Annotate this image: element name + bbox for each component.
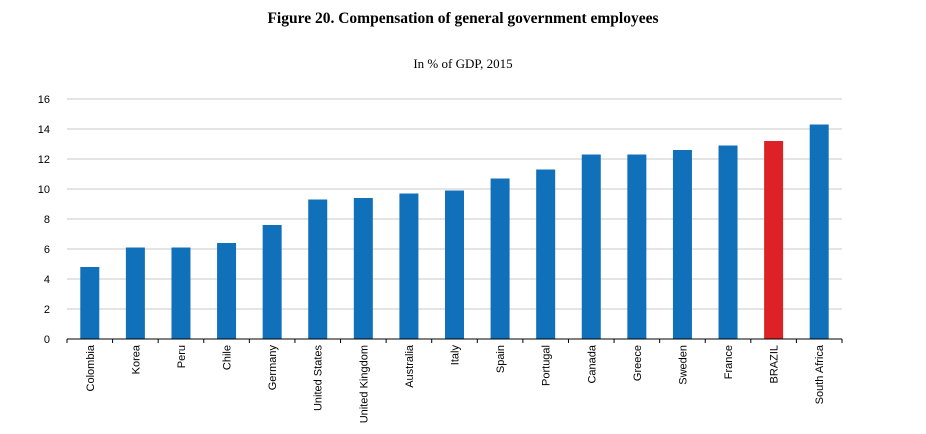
- x-category-label: Canada: [586, 344, 598, 383]
- y-tick-label: 8: [44, 214, 50, 226]
- x-category-label: Korea: [130, 344, 142, 374]
- y-tick-label: 14: [38, 124, 50, 136]
- y-tick-label: 0: [44, 334, 50, 346]
- x-category-label: Spain: [495, 345, 507, 373]
- y-tick-label: 10: [38, 184, 50, 196]
- bar-portugal: [536, 169, 556, 339]
- bar-germany: [262, 225, 282, 339]
- x-category-label: United Kingdom: [358, 345, 370, 423]
- chart-title: Figure 20. Compensation of general gover…: [267, 10, 659, 27]
- x-category-label: Sweden: [677, 345, 689, 385]
- y-tick-label: 6: [44, 244, 50, 256]
- bar-united-states: [308, 199, 328, 339]
- bar-brazil: [764, 141, 784, 339]
- x-category-label: United States: [313, 345, 325, 412]
- x-axis: [66, 338, 843, 343]
- bars: [80, 124, 829, 339]
- x-category-label: Australia: [404, 344, 416, 388]
- x-category-label: Greece: [632, 345, 644, 381]
- x-axis-labels: Colombia Korea Peru Chile Germany United Stat…: [85, 344, 826, 423]
- y-axis-ticks: 0 2 4 6 8 10 12 14 16: [38, 94, 50, 346]
- bar-canada: [581, 154, 601, 339]
- x-category-label: Italy: [450, 345, 462, 366]
- x-category-label: Chile: [222, 345, 234, 370]
- bar-united-kingdom: [353, 198, 373, 339]
- y-tick-label: 16: [38, 94, 50, 106]
- bar-sweden: [672, 150, 692, 339]
- x-category-label: South Africa: [814, 344, 826, 404]
- y-tick-label: 4: [44, 274, 50, 286]
- bar-spain: [490, 178, 510, 339]
- bar-colombia: [80, 267, 100, 339]
- x-category-label: Portugal: [541, 345, 553, 386]
- bar-france: [718, 145, 738, 339]
- bar-chile: [217, 243, 237, 339]
- x-category-label: France: [723, 345, 735, 379]
- x-category-label: Colombia: [85, 344, 97, 391]
- x-category-label: Peru: [176, 345, 188, 368]
- y-tick-label: 2: [44, 304, 50, 316]
- chart-subtitle: In % of GDP, 2015: [413, 56, 513, 71]
- bar-korea: [125, 247, 145, 339]
- x-category-label: BRAZIL: [769, 345, 781, 384]
- bar-greece: [627, 154, 647, 339]
- x-category-label: Germany: [267, 345, 279, 391]
- bar-australia: [399, 193, 419, 339]
- bar-south-africa: [809, 124, 829, 339]
- bar-peru: [171, 247, 191, 339]
- y-tick-label: 12: [38, 154, 50, 166]
- bar-italy: [445, 190, 464, 339]
- gridlines: [67, 98, 842, 310]
